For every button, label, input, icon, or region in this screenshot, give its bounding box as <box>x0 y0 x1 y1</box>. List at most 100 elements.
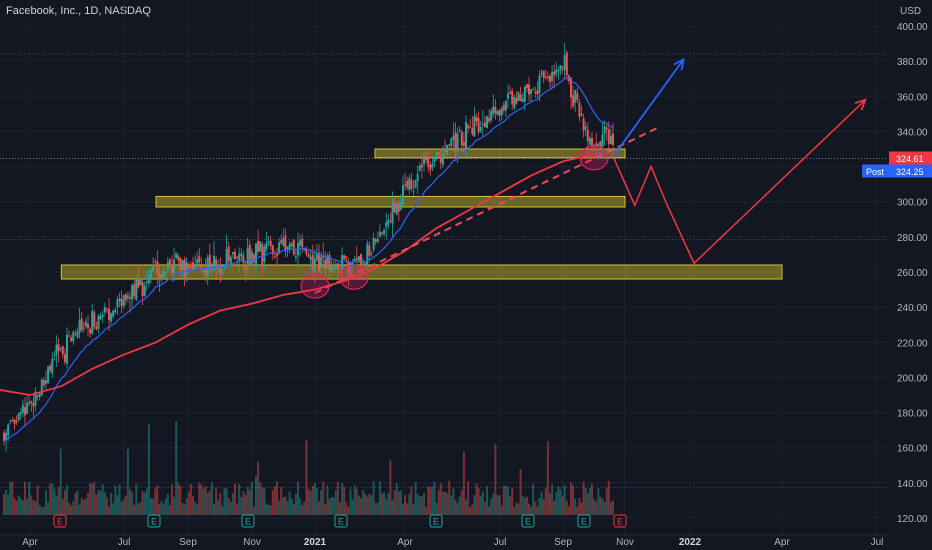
candle <box>103 307 106 313</box>
candle <box>498 109 501 116</box>
candle <box>437 152 440 155</box>
candle <box>282 238 285 246</box>
earnings-label: E <box>151 517 157 527</box>
drawings[interactable] <box>300 57 867 299</box>
candle <box>183 259 186 278</box>
candle <box>171 264 173 274</box>
volume-bar <box>225 488 228 515</box>
candle <box>204 269 207 275</box>
candle <box>221 269 224 275</box>
candle <box>76 331 79 337</box>
volume-bar <box>416 493 419 515</box>
volume-bar <box>591 483 593 515</box>
volume-bar <box>24 481 26 515</box>
candle <box>227 246 230 262</box>
candle <box>189 264 192 266</box>
candle <box>5 433 8 441</box>
time-tick-label: 2021 <box>304 537 327 548</box>
volume-bar <box>112 503 115 515</box>
volume-bar <box>473 495 476 515</box>
candle <box>160 274 163 281</box>
candle <box>200 265 203 269</box>
volume-bar <box>582 481 585 515</box>
candle <box>177 255 180 261</box>
candle <box>202 270 205 272</box>
time-tick-label: 2022 <box>679 537 702 548</box>
volume-bar <box>410 486 413 515</box>
support-resistance-zones[interactable] <box>60 148 783 280</box>
volume-bar <box>227 497 230 515</box>
candle <box>553 71 556 76</box>
volume-bar <box>183 503 186 515</box>
candle <box>458 130 461 132</box>
candle <box>519 94 522 101</box>
candle <box>246 248 249 267</box>
candle <box>198 256 201 263</box>
earnings-label: E <box>581 517 587 527</box>
candle <box>450 138 453 146</box>
volume-bar <box>303 501 306 515</box>
candle <box>324 259 327 270</box>
volume-bar <box>551 484 554 515</box>
candle <box>175 252 178 258</box>
candle <box>473 115 476 137</box>
candle <box>385 222 388 228</box>
volume-bar <box>454 499 457 515</box>
volume-bar <box>612 500 614 515</box>
candle <box>517 92 520 101</box>
candle <box>397 203 400 212</box>
candle <box>431 163 434 168</box>
candle <box>116 299 119 308</box>
candle <box>336 263 339 270</box>
volume-bar <box>265 503 268 515</box>
volume-bar <box>574 498 577 515</box>
volume-bar <box>196 504 199 515</box>
candle <box>584 126 587 130</box>
candle <box>349 263 352 274</box>
volume-bar <box>116 494 119 515</box>
candle <box>114 309 117 312</box>
volume-bar <box>177 483 180 515</box>
candle <box>465 122 467 149</box>
candle <box>95 326 98 329</box>
time-axis[interactable]: Apr Jul Sep Nov 2021 Apr Jul Sep Nov 2022 Apr Jul <box>0 534 888 548</box>
candle <box>194 265 197 269</box>
candle <box>240 253 243 257</box>
volume-bar <box>91 483 94 515</box>
volume-bar <box>210 482 213 515</box>
candle <box>164 271 167 274</box>
candle <box>108 308 110 321</box>
volume-bar <box>280 486 283 515</box>
candle <box>389 221 392 223</box>
candle <box>236 256 239 258</box>
candle <box>156 261 159 274</box>
candle <box>368 245 371 256</box>
volume-bar <box>150 498 152 515</box>
volume-bar <box>450 495 453 515</box>
price-axis[interactable]: USD 400.00380.00360.00340.00320.00300.00… <box>897 6 928 525</box>
touch-circle <box>579 145 609 171</box>
candle <box>525 84 528 89</box>
earnings-label: E <box>245 517 251 527</box>
candle <box>122 295 125 307</box>
volume-bar <box>586 493 589 515</box>
volume-bar <box>294 493 297 515</box>
volume-bar <box>341 483 344 515</box>
volume-bar <box>288 491 291 515</box>
candle <box>78 320 81 333</box>
volume-bar <box>343 487 346 515</box>
volume-bar <box>567 505 570 515</box>
volume-bar <box>389 460 392 515</box>
candle <box>305 248 308 255</box>
earnings-marker: E <box>613 514 627 528</box>
volume-bar <box>156 485 159 515</box>
volume-bar <box>80 497 83 515</box>
candle <box>320 256 323 268</box>
candle <box>376 238 379 242</box>
candle <box>381 232 383 234</box>
candle <box>544 76 547 78</box>
candle <box>145 282 148 284</box>
volume-bar <box>282 497 285 515</box>
